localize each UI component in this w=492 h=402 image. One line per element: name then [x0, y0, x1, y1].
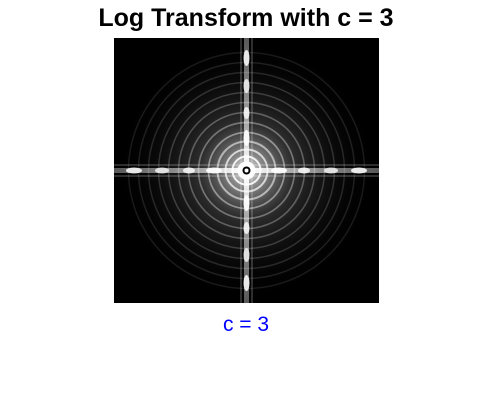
center-highlight — [237, 161, 256, 180]
image-caption: c = 3 — [222, 313, 270, 336]
figure-title: Log Transform with c = 3 — [98, 4, 394, 32]
fourier-spectrum-image — [114, 38, 379, 303]
